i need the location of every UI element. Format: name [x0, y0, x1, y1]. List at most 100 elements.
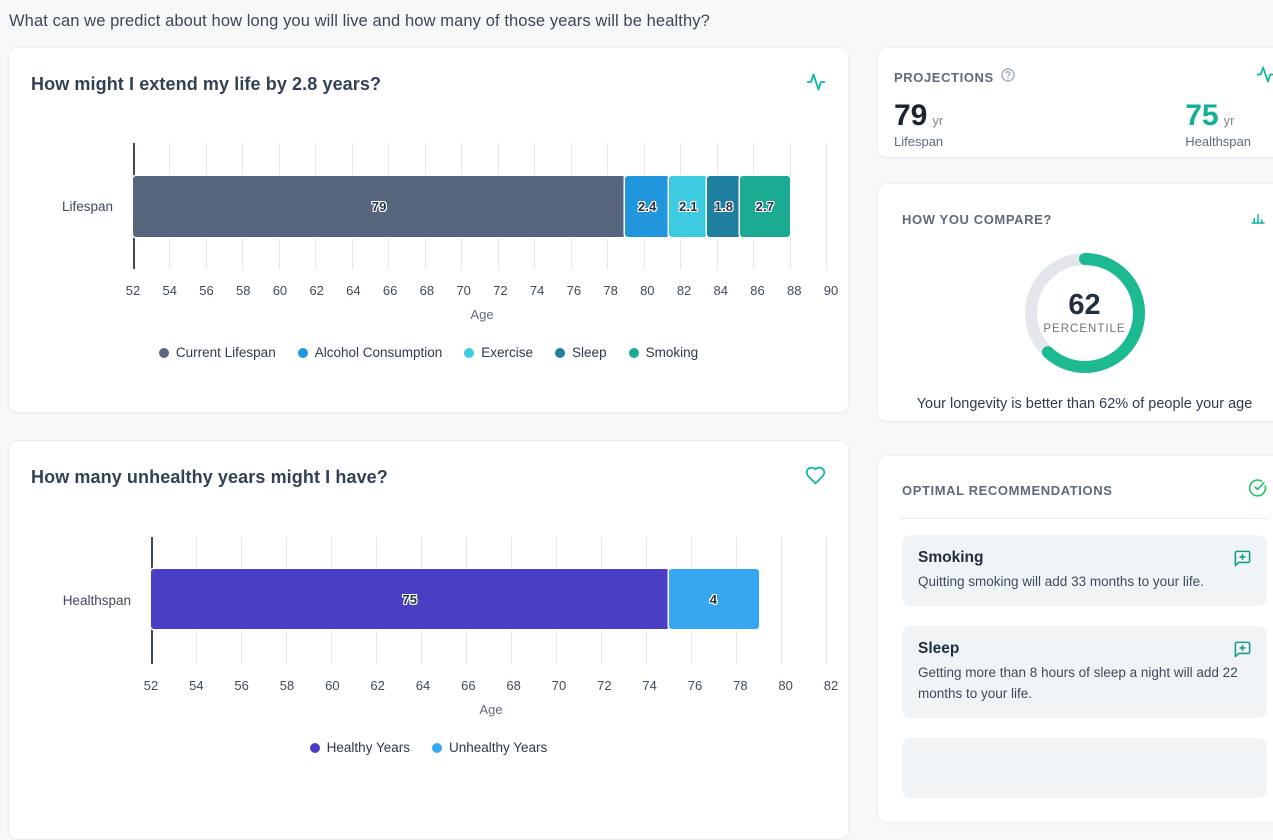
x-axis-tick-label: 90 — [823, 283, 839, 298]
x-axis-tick-label: 72 — [597, 678, 612, 693]
chart-legend: Healthy Years Unhealthy Years — [31, 740, 826, 755]
bar-segment-current-lifespan[interactable]: 79 — [133, 176, 626, 237]
x-axis-tick-label: 80 — [640, 283, 655, 298]
bar-segment-sleep[interactable]: 1.8 — [707, 176, 741, 237]
lifespan-label: Lifespan — [894, 133, 944, 149]
x-axis-tick-label: 76 — [687, 678, 703, 693]
lifespan-stat: 79 yr Lifespan — [894, 100, 943, 149]
help-icon[interactable] — [1000, 67, 1016, 88]
message-plus-icon[interactable] — [1233, 549, 1252, 573]
x-axis-tick-label: 64 — [346, 283, 361, 298]
recommendation-body: Quitting smoking will add 33 months to y… — [918, 574, 1204, 589]
legend-dot — [158, 347, 169, 358]
bar-segment-alcohol-consumption[interactable]: 2.4 — [625, 176, 670, 237]
legend-item-sleep[interactable]: Sleep — [555, 345, 607, 360]
healthspan-label: Healthspan — [1185, 133, 1251, 149]
bar-value-label: 2.7 — [755, 199, 775, 214]
healthspan-value: 75 — [1185, 99, 1219, 132]
lifespan-extension-card: How might I extend my life by 2.8 years?… — [8, 47, 849, 413]
unhealthy-years-card: How many unhealthy years might I have? H… — [8, 440, 849, 840]
divider — [900, 518, 1269, 519]
bar-segment-healthy-years[interactable]: 75 — [151, 569, 669, 629]
legend-dot — [431, 742, 442, 753]
category-label: Lifespan — [61, 198, 113, 214]
bar-value-label: 2.1 — [678, 199, 698, 214]
check-circle-icon — [1248, 478, 1267, 502]
bar-value-label: 2.4 — [637, 199, 657, 214]
x-axis-tick-label: 78 — [603, 283, 618, 298]
plot-area: 75 4 — [151, 537, 827, 664]
legend-dot — [555, 347, 566, 358]
legend-item-smoking[interactable]: Smoking — [628, 345, 698, 360]
legend-dot — [309, 742, 320, 753]
percentile-gauge: 62 PERCENTILE — [1023, 251, 1147, 375]
x-axis-tick-label: 82 — [676, 283, 692, 298]
gridline — [826, 143, 827, 269]
legend-item-alcohol-consumption[interactable]: Alcohol Consumption — [297, 345, 442, 360]
compare-caption: Your longevity is better than 62% of peo… — [916, 396, 1253, 412]
legend-dot — [464, 347, 475, 358]
recommendation-title: Smoking — [918, 549, 984, 566]
bar-value-label: 79 — [371, 199, 387, 214]
legend-label: Unhealthy Years — [448, 740, 548, 755]
gridline — [781, 537, 782, 664]
message-plus-icon[interactable] — [1233, 640, 1252, 664]
projections-header: PROJECTIONS — [894, 69, 994, 85]
card-title: How might I extend my life by 2.8 years? — [31, 74, 382, 94]
legend-label: Current Lifespan — [175, 345, 276, 360]
x-axis-tick-label: 60 — [325, 678, 340, 693]
legend-item-current-lifespan[interactable]: Current Lifespan — [158, 345, 276, 360]
legend-item-unhealthy-years[interactable]: Unhealthy Years — [431, 740, 548, 755]
bar-segment-smoking[interactable]: 2.7 — [740, 176, 790, 237]
x-axis-title: Age — [470, 307, 494, 322]
x-axis-tick-label: 54 — [162, 283, 177, 298]
recommendation-item[interactable]: Sleep Getting more than 8 hours of sleep… — [902, 626, 1267, 718]
lifespan-unit: yr — [932, 113, 944, 128]
bar-chart-icon — [1249, 208, 1267, 231]
recommendation-body: Getting more than 8 hours of sleep a nig… — [918, 665, 1238, 701]
x-axis-tick-label: 70 — [551, 678, 567, 693]
x-axis-tick-label: 60 — [272, 283, 288, 298]
recommendations-card: OPTIMAL RECOMMENDATIONS Smoking Quitting… — [877, 455, 1273, 823]
x-axis-tick-label: 68 — [419, 283, 435, 298]
lifespan-value: 79 — [894, 99, 928, 132]
legend-label: Exercise — [481, 345, 534, 360]
category-label: Healthspan — [62, 593, 131, 608]
x-axis-tick-label: 76 — [566, 283, 582, 298]
x-axis-tick-label: 84 — [713, 283, 729, 298]
compare-header: HOW YOU COMPARE? — [902, 212, 1052, 227]
recommendation-item[interactable]: Smoking Quitting smoking will add 33 mon… — [902, 535, 1267, 607]
x-axis-tick-label: 66 — [382, 283, 398, 298]
chart-legend: Current Lifespan Alcohol Consumption Exerc… — [31, 345, 826, 360]
legend-label: Healthy Years — [326, 740, 410, 755]
percentile-value: 62 — [1068, 289, 1101, 321]
bar-segment-exercise[interactable]: 2.1 — [669, 176, 708, 237]
healthspan-chart: Healthspan 75 4 52 54 56 58 60 62 64 66 68 70 72 74 7… — [31, 537, 838, 755]
heart-icon — [805, 465, 826, 491]
page-title: What can we predict about how long you w… — [9, 12, 710, 30]
legend-item-healthy-years[interactable]: Healthy Years — [309, 740, 410, 755]
x-axis-tick-label: 58 — [279, 678, 295, 693]
x-axis-tick-label: 52 — [143, 678, 159, 693]
recommendation-title: Sleep — [918, 640, 960, 658]
bar-value-label: 1.8 — [714, 199, 734, 214]
x-axis-tick-label: 62 — [370, 678, 385, 693]
x-axis-tick-label: 80 — [778, 678, 793, 693]
card-title: How many unhealthy years might I have? — [31, 467, 388, 487]
x-axis-tick-label: 70 — [456, 283, 471, 298]
x-axis-tick-label: 56 — [199, 283, 214, 298]
bar-segment-unhealthy-years[interactable]: 4 — [668, 569, 759, 629]
compare-card: HOW YOU COMPARE? 62 PERCENTILE Y — [877, 183, 1273, 422]
x-axis-tick-label: 62 — [309, 283, 324, 298]
x-axis-tick-label: 66 — [461, 678, 476, 693]
healthspan-unit: yr — [1223, 113, 1235, 128]
x-axis-tick-label: 82 — [823, 678, 839, 693]
legend-label: Sleep — [572, 345, 607, 360]
activity-pulse-icon — [1256, 65, 1273, 89]
x-axis-tick-label: 78 — [733, 678, 748, 693]
gridline — [826, 537, 827, 664]
recommendation-item-partial[interactable] — [902, 737, 1267, 798]
legend-dot — [297, 347, 308, 358]
percentile-label: PERCENTILE — [1043, 323, 1126, 335]
legend-item-exercise[interactable]: Exercise — [464, 345, 533, 360]
